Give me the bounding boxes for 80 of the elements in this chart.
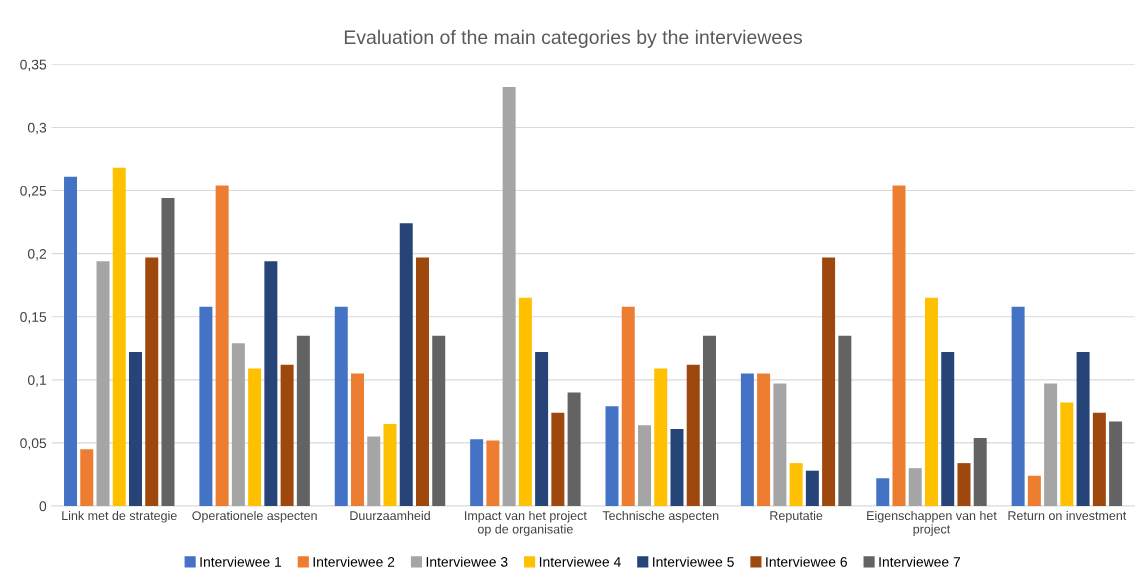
legend-label: Interviewee 4 bbox=[539, 556, 621, 567]
bar bbox=[248, 368, 262, 507]
bar bbox=[415, 257, 429, 507]
x-tick-label: Technische aspecten bbox=[602, 510, 719, 523]
y-tick-label: 0,25 bbox=[20, 185, 47, 198]
bar bbox=[605, 406, 619, 507]
x-tick-label: Operationele aspecten bbox=[192, 510, 317, 523]
bar bbox=[1011, 306, 1025, 507]
y-tick-label: 0,35 bbox=[20, 59, 47, 72]
bar bbox=[702, 335, 716, 507]
bar bbox=[941, 352, 955, 507]
legend-label: Interviewee 6 bbox=[766, 556, 847, 567]
bar bbox=[432, 335, 446, 507]
bar bbox=[892, 185, 906, 507]
bar bbox=[789, 463, 803, 507]
bar bbox=[296, 335, 310, 507]
bar bbox=[654, 368, 668, 507]
bar bbox=[876, 478, 890, 507]
legend-label: Interviewee 1 bbox=[200, 556, 282, 567]
y-tick-label: 0,2 bbox=[27, 248, 47, 261]
bar bbox=[199, 306, 213, 507]
y-tick-label: 0,15 bbox=[20, 312, 47, 324]
bar bbox=[231, 343, 245, 507]
bar bbox=[822, 257, 836, 507]
bar bbox=[367, 436, 381, 507]
bar bbox=[773, 383, 787, 507]
y-tick-label: 0 bbox=[39, 501, 47, 512]
bar bbox=[1060, 402, 1074, 507]
x-tick-label: Return on investment bbox=[1008, 510, 1127, 521]
bar bbox=[112, 167, 126, 507]
bar bbox=[215, 185, 229, 507]
bar bbox=[757, 373, 771, 507]
legend-label: Interviewee 3 bbox=[426, 556, 508, 567]
bar bbox=[64, 176, 78, 507]
bar bbox=[924, 297, 938, 507]
bar bbox=[686, 364, 700, 507]
bar bbox=[264, 261, 278, 507]
bar bbox=[670, 429, 684, 507]
legend-label: Interviewee 7 bbox=[879, 556, 961, 567]
bar bbox=[973, 437, 987, 507]
bar bbox=[470, 439, 484, 507]
bar bbox=[1027, 475, 1041, 507]
bar bbox=[535, 352, 549, 507]
bar bbox=[161, 198, 175, 507]
x-tick-label: Eigenschappen van het project bbox=[867, 510, 997, 536]
bar bbox=[502, 87, 516, 507]
bar bbox=[518, 297, 532, 507]
y-tick-label: 0,1 bbox=[27, 375, 47, 387]
bar bbox=[805, 470, 819, 507]
bar bbox=[280, 364, 294, 507]
x-tick-label: Duurzaamheid bbox=[350, 510, 430, 521]
x-tick-label: Reputatie bbox=[770, 510, 823, 523]
bar bbox=[1044, 383, 1058, 507]
bar bbox=[383, 424, 397, 507]
bar bbox=[621, 306, 635, 507]
chart-title: Evaluation of the main categories by the interviewees bbox=[344, 29, 802, 48]
bar bbox=[1109, 421, 1123, 507]
bar bbox=[96, 261, 110, 507]
bar bbox=[1092, 412, 1106, 507]
y-tick-label: 0,3 bbox=[27, 122, 47, 135]
bar bbox=[957, 463, 971, 507]
bar bbox=[908, 468, 922, 507]
bar bbox=[129, 352, 142, 507]
bar bbox=[351, 373, 365, 507]
bar bbox=[551, 412, 565, 507]
bar bbox=[838, 335, 852, 507]
bar bbox=[334, 306, 348, 507]
bar bbox=[1076, 352, 1090, 507]
y-tick-label: 0,05 bbox=[20, 438, 47, 450]
x-tick-label: Impact van het project op de organisatie bbox=[465, 510, 587, 536]
bar bbox=[486, 440, 500, 507]
legend-label: Interviewee 2 bbox=[313, 556, 395, 567]
bar bbox=[638, 425, 651, 507]
bar bbox=[740, 373, 754, 507]
bar bbox=[399, 223, 413, 507]
bar bbox=[80, 449, 94, 507]
bar bbox=[567, 392, 581, 507]
bar bbox=[145, 257, 159, 507]
legend-label: Interviewee 5 bbox=[653, 556, 734, 567]
x-tick-label: Link met de strategie bbox=[62, 510, 177, 523]
